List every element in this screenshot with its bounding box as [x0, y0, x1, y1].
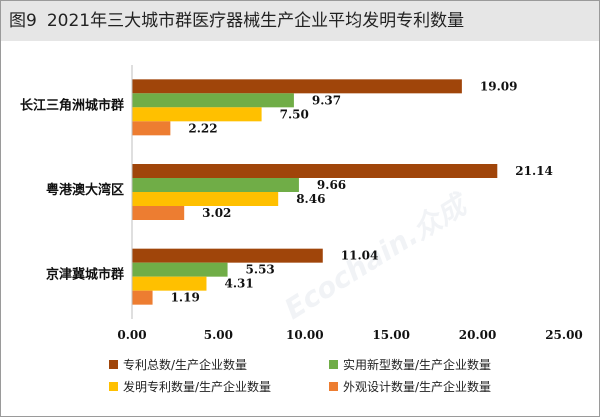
bar — [132, 290, 153, 305]
bar-chart: 19.09 9.377.50 2.22 长江三角洲城市群 21.14 9.668.46 3.… — [20, 65, 583, 342]
bar — [132, 93, 294, 108]
x-tick-label: 5.00 — [204, 328, 233, 342]
x-tick-label: 10.00 — [286, 328, 324, 342]
legend-swatch — [329, 382, 338, 391]
legend-item: 专利总数/生产企业数量 — [109, 357, 247, 373]
data-label: 1.19 — [171, 291, 200, 305]
data-label: 2.22 — [188, 121, 217, 135]
legend-item: 外观设计数量/生产企业数量 — [329, 379, 491, 395]
bar — [132, 164, 498, 178]
legend-swatch — [109, 382, 118, 391]
figure-number: 图9 — [9, 11, 37, 31]
data-label: 5.53 — [246, 263, 275, 277]
bar — [132, 121, 171, 136]
legend-label: 实用新型数量/生产企业数量 — [343, 358, 492, 372]
category-label: 京津冀城市群 — [46, 267, 124, 283]
bar — [132, 276, 207, 291]
data-label: 3.02 — [202, 206, 231, 220]
chart-title: 图9 2021年三大城市群医疗器械生产企业平均发明专利数量 — [9, 1, 464, 41]
data-label: 11.04 — [341, 249, 379, 263]
data-label: 9.66 — [317, 178, 346, 192]
legend-label: 发明专利数量/生产企业数量 — [123, 380, 272, 394]
category-label: 粤港澳大湾区 — [46, 182, 124, 198]
data-label: 19.09 — [480, 79, 518, 93]
bar — [132, 206, 185, 220]
bar — [132, 262, 228, 277]
title-bar: 图9 2021年三大城市群医疗器械生产企业平均发明专利数量 — [1, 1, 599, 41]
legend-swatch — [109, 360, 118, 369]
bar — [132, 107, 262, 122]
bar — [132, 248, 323, 263]
bar — [132, 79, 462, 94]
data-label: 21.14 — [515, 164, 553, 178]
data-label: 9.37 — [312, 93, 341, 107]
bar — [132, 178, 299, 192]
x-tick-label: 25.00 — [545, 328, 583, 342]
legend-item: 发明专利数量/生产企业数量 — [109, 379, 271, 395]
legend-label: 外观设计数量/生产企业数量 — [343, 380, 492, 394]
legend-label: 专利总数/生产企业数量 — [123, 358, 248, 372]
x-tick-label: 20.00 — [459, 328, 497, 342]
data-label: 8.46 — [296, 192, 325, 206]
bar — [132, 192, 279, 206]
chart-title-text: 2021年三大城市群医疗器械生产企业平均发明专利数量 — [46, 11, 465, 31]
data-label: 4.31 — [224, 277, 253, 291]
x-tick-label: 15.00 — [372, 328, 410, 342]
data-label: 7.50 — [280, 107, 309, 121]
category-label: 长江三角洲城市群 — [20, 97, 124, 113]
legend-item: 实用新型数量/生产企业数量 — [329, 357, 491, 373]
legend-swatch — [329, 360, 338, 369]
x-tick-label: 0.00 — [117, 328, 146, 342]
